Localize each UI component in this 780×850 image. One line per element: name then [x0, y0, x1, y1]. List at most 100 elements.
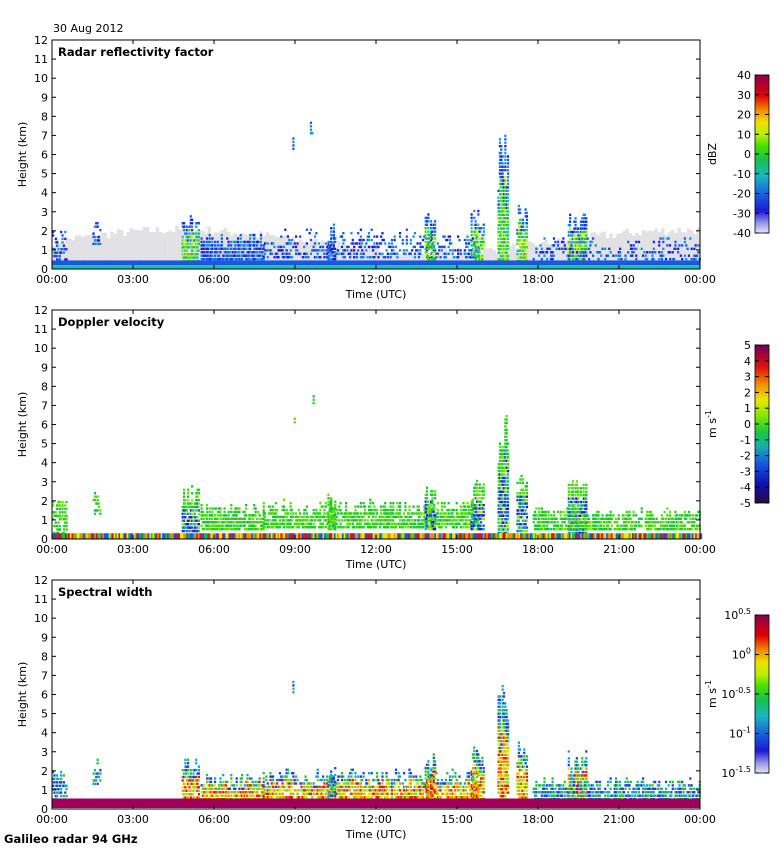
echo-pixel [678, 527, 681, 531]
echo-pixel [355, 526, 358, 529]
echo-pixel [224, 527, 227, 531]
echo-pixel [189, 235, 192, 239]
echo-pixel [334, 254, 337, 257]
ground-band [643, 533, 646, 539]
echo-pixel [497, 497, 500, 500]
echo-pixel [261, 524, 264, 527]
colorbar-tick-label: 4 [744, 355, 751, 368]
echo-pixel [578, 251, 581, 254]
echo-pixel [648, 510, 651, 514]
echo-haze [690, 230, 694, 264]
echo-pixel [497, 487, 500, 490]
echo-pixel [187, 246, 190, 249]
echo-pixel [235, 794, 238, 797]
ground-band [210, 533, 213, 539]
ground-band [168, 533, 171, 539]
echo-pixel [581, 511, 584, 514]
echo-pixel [566, 514, 569, 517]
echo-pixel [259, 240, 263, 244]
echo-pixel [519, 526, 522, 529]
echo-pixel [543, 254, 546, 257]
echo-pixel [328, 507, 331, 510]
echo-pixel [430, 490, 433, 493]
echo-pixel [261, 257, 264, 261]
echo-pixel [427, 227, 430, 230]
echo-pixel [577, 241, 580, 244]
echo-pixel [365, 522, 368, 525]
ground-band [471, 533, 474, 539]
echo-pixel [207, 254, 210, 257]
echo-pixel [521, 495, 524, 498]
echo-pixel [498, 234, 502, 237]
echo-pixel [523, 492, 526, 495]
echo-pixel [246, 521, 249, 524]
echo-pixel [230, 507, 233, 510]
echo-pixel [693, 254, 696, 257]
echo-pixel [574, 514, 577, 517]
echo-pixel [451, 512, 454, 515]
echo-pixel [370, 526, 373, 529]
echo-pixel [567, 527, 570, 531]
echo-pixel [200, 254, 203, 257]
echo-pixel [324, 501, 327, 505]
echo-pixel [328, 526, 331, 529]
echo-pixel [475, 507, 479, 510]
echo-pixel [281, 505, 284, 508]
echo-pixel [501, 507, 504, 511]
echo-pixel [331, 510, 334, 514]
echo-pixel [223, 507, 226, 510]
echo-pixel [216, 794, 219, 797]
echo-pixel [304, 519, 307, 522]
echo-pixel [52, 234, 55, 237]
echo-pixel [182, 249, 186, 252]
echo-pixel [61, 234, 64, 237]
echo-pixel [461, 512, 464, 515]
echo-pixel [439, 526, 442, 529]
echo-pixel [332, 510, 335, 514]
echo-pixel [506, 531, 510, 535]
echo-pixel [567, 490, 570, 493]
echo-pixel [293, 242, 296, 245]
ground-band [452, 533, 455, 539]
echo-pixel [95, 775, 98, 779]
echo-pixel [92, 235, 95, 239]
echo-pixel [506, 189, 510, 193]
echo-pixel [224, 251, 227, 254]
echo-pixel [571, 497, 574, 500]
echo-pixel [498, 203, 502, 206]
echo-pixel [470, 244, 473, 247]
echo-pixel [272, 522, 275, 525]
echo-pixel [358, 238, 361, 242]
x-tick-label: 09:00 [279, 273, 311, 286]
echo-pixel [525, 505, 529, 509]
echo-pixel [208, 517, 211, 521]
ground-band [238, 533, 241, 539]
echo-haze [155, 227, 160, 264]
echo-pixel [623, 527, 626, 531]
echo-pixel [289, 522, 292, 525]
echo-pixel [419, 242, 422, 245]
echo-pixel [427, 500, 430, 503]
echo-pixel [60, 774, 63, 777]
echo-haze [525, 241, 529, 264]
y-tick-label: 0 [41, 533, 48, 546]
echo-pixel [187, 495, 190, 498]
echo-pixel [396, 252, 399, 255]
ground-band [599, 533, 602, 539]
echo-pixel [523, 529, 526, 533]
echo-pixel [56, 777, 59, 781]
ground-band [682, 533, 685, 539]
echo-pixel [594, 514, 597, 517]
echo-pixel [697, 251, 700, 254]
ground-band [562, 533, 565, 539]
echo-pixel [234, 787, 237, 791]
echo-pixel [569, 247, 572, 251]
echo-pixel [401, 242, 404, 245]
echo-pixel [505, 493, 508, 497]
ground-band [173, 533, 176, 539]
echo-pixel [196, 249, 199, 252]
ground-band [581, 533, 584, 539]
echo-pixel [313, 519, 317, 522]
ground-band [97, 533, 100, 539]
